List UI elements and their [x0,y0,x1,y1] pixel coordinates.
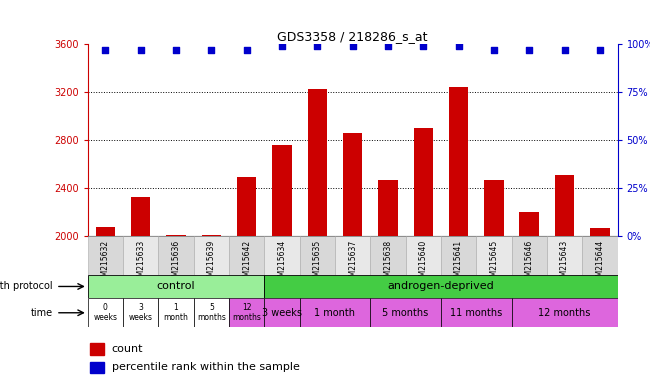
Bar [229,236,265,275]
Text: GSM215641: GSM215641 [454,240,463,286]
Bar [123,298,159,327]
Bar [194,236,229,275]
Text: GSM215637: GSM215637 [348,240,357,286]
Bar [159,298,194,327]
Bar [123,236,159,275]
Bar [555,175,574,384]
Point [418,43,428,49]
Bar [406,236,441,275]
Bar [272,145,292,384]
Text: GSM215635: GSM215635 [313,240,322,286]
Bar [265,275,617,298]
Bar [449,87,468,384]
Bar [131,197,150,384]
Bar [159,236,194,275]
Bar [370,298,441,327]
Text: growth protocol: growth protocol [0,281,53,291]
Bar [265,298,300,327]
Text: GSM215636: GSM215636 [172,240,181,286]
Bar [512,298,618,327]
Text: 12 months: 12 months [538,308,591,318]
Bar [88,236,123,275]
Text: 5
months: 5 months [197,303,226,323]
Bar [307,89,327,384]
Point [312,43,322,49]
Text: 11 months: 11 months [450,308,502,318]
Bar [519,212,539,384]
Bar [237,177,256,384]
Text: androgen-deprived: androgen-deprived [387,281,494,291]
Bar [90,362,103,373]
Bar [166,235,186,384]
Point [347,43,358,49]
Bar [547,236,582,275]
Bar [88,275,265,298]
Text: 5 months: 5 months [382,308,429,318]
Text: count: count [112,344,143,354]
Bar [194,298,229,327]
Point [489,47,499,53]
Text: 1 month: 1 month [315,308,356,318]
Text: control: control [157,281,196,291]
Point [524,47,534,53]
Text: GSM215638: GSM215638 [384,240,393,286]
Point [277,43,287,49]
Text: 3 weeks: 3 weeks [262,308,302,318]
Text: percentile rank within the sample: percentile rank within the sample [112,362,300,372]
Text: 12
months: 12 months [232,303,261,323]
Bar [229,298,265,327]
Bar [300,298,370,327]
Bar [88,298,123,327]
Bar [582,236,617,275]
Bar [484,180,504,384]
Bar [590,228,610,384]
Point [383,43,393,49]
Text: GSM215640: GSM215640 [419,240,428,286]
Text: GSM215633: GSM215633 [136,240,145,286]
Text: 0
weeks: 0 weeks [94,303,118,323]
Text: GSM215632: GSM215632 [101,240,110,286]
Text: 1
month: 1 month [164,303,188,323]
Bar [265,236,300,275]
Text: GSM215644: GSM215644 [595,240,604,286]
Point [171,47,181,53]
Point [241,47,252,53]
Bar [476,236,512,275]
Text: GSM215639: GSM215639 [207,240,216,286]
Bar [335,236,370,275]
Text: GSM215646: GSM215646 [525,240,534,286]
Bar [202,235,221,384]
Title: GDS3358 / 218286_s_at: GDS3358 / 218286_s_at [278,30,428,43]
Text: GSM215643: GSM215643 [560,240,569,286]
Bar [90,343,103,355]
Point [206,47,216,53]
Text: 3
weeks: 3 weeks [129,303,153,323]
Bar [441,236,476,275]
Text: GSM215645: GSM215645 [489,240,499,286]
Bar [512,236,547,275]
Bar [441,298,512,327]
Point [453,43,463,49]
Text: time: time [31,308,53,318]
Bar [370,236,406,275]
Point [135,47,146,53]
Bar [413,128,433,384]
Text: GSM215634: GSM215634 [278,240,287,286]
Bar [300,236,335,275]
Point [595,47,605,53]
Bar [378,180,398,384]
Bar [343,133,362,384]
Point [559,47,569,53]
Point [100,47,110,53]
Bar [96,227,115,384]
Text: GSM215642: GSM215642 [242,240,251,286]
